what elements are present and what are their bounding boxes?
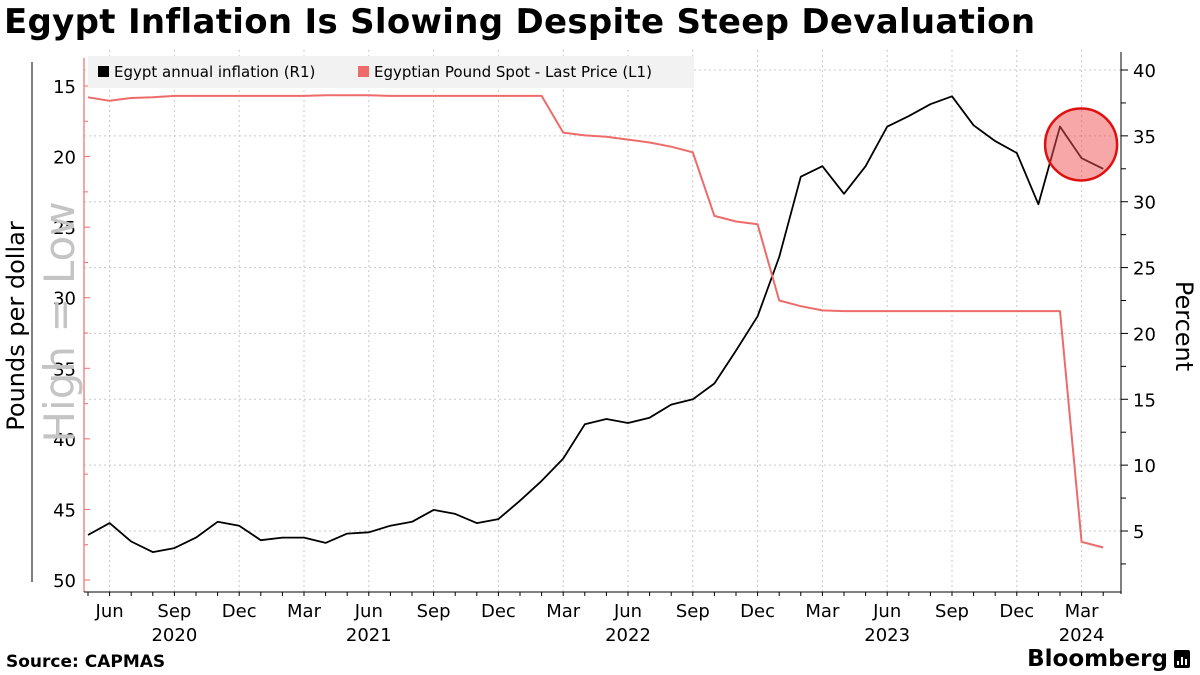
legend-label-1: Egyptian Pound Spot - Last Price (L1) [374, 63, 652, 81]
x-tick-label-11: Mar [805, 601, 840, 622]
x-tick-label-4: Jun [354, 601, 383, 622]
right-tick-label-1: 10 [1133, 456, 1156, 477]
left-tick-label-1: 20 [53, 148, 76, 169]
x-tick-label-7: Mar [546, 601, 581, 622]
left-tick-label-7: 50 [53, 571, 76, 592]
legend-swatch-0 [98, 66, 109, 77]
right-tick-label-2: 15 [1133, 390, 1156, 411]
legend-swatch-1 [358, 66, 369, 77]
x-tick-label-9: Sep [676, 601, 710, 622]
source-note: Source: CAPMAS [6, 652, 166, 672]
grid-lines [84, 50, 1121, 592]
chart-title: Egypt Inflation Is Slowing Despite Steep… [4, 2, 1036, 42]
x-tick-label-1: Sep [157, 601, 191, 622]
x-tick-label-0: Jun [95, 601, 124, 622]
series-layer [87, 94, 1104, 553]
year-label-4: 2024 [1059, 625, 1105, 646]
x-tick-label-13: Sep [935, 601, 969, 622]
terminal-icon [1174, 650, 1190, 668]
x-tick-label-2: Dec [222, 601, 257, 622]
right-tick-label-0: 5 [1133, 522, 1144, 543]
axes [31, 52, 1128, 596]
annotations: High = Low [35, 107, 1119, 443]
right-tick-label-6: 35 [1133, 127, 1156, 148]
brand-name: Bloomberg [1027, 646, 1168, 672]
x-tick-label-12: Jun [872, 601, 901, 622]
inflation-line [87, 95, 1104, 553]
bloomberg-logo: Bloomberg [1027, 646, 1190, 672]
legend-label-0: Egypt annual inflation (R1) [114, 63, 315, 81]
x-tick-label-10: Dec [740, 601, 775, 622]
year-label-0: 2020 [151, 625, 197, 646]
pound-spot-line [87, 94, 1104, 549]
x-tick-label-5: Sep [417, 601, 451, 622]
high-low-watermark: High = Low [35, 201, 84, 442]
highlight-circle [1043, 107, 1119, 182]
year-label-2: 2022 [605, 625, 651, 646]
x-tick-label-6: Dec [481, 601, 516, 622]
x-tick-label-15: Mar [1065, 601, 1100, 622]
year-label-3: 2023 [864, 625, 910, 646]
right-tick-label-3: 20 [1133, 324, 1156, 345]
x-tick-label-3: Mar [287, 601, 322, 622]
left-tick-label-5: 40 [53, 430, 76, 451]
x-tick-label-14: Dec [999, 601, 1034, 622]
right-tick-label-4: 25 [1133, 259, 1156, 280]
left-tick-label-0: 15 [53, 77, 76, 98]
tick-labels: 15 20 25 30 35 40 45 50 5 10 15 20 25 30 35 40 Jun Sep Dec… [2, 61, 1198, 646]
legend: Egypt annual inflation (R1) Egyptian Poun… [88, 56, 694, 88]
right-axis-title: Percent [1170, 281, 1198, 371]
left-axis-title: Pounds per dollar [2, 221, 30, 431]
year-label-1: 2021 [346, 625, 392, 646]
x-tick-label-8: Jun [613, 601, 642, 622]
left-tick-label-3: 30 [53, 289, 76, 310]
left-tick-label-2: 25 [53, 218, 76, 239]
left-tick-label-6: 45 [53, 500, 76, 521]
right-tick-label-7: 40 [1133, 61, 1156, 82]
left-tick-label-4: 35 [53, 359, 76, 380]
legend-box [88, 56, 694, 88]
right-tick-label-5: 30 [1133, 193, 1156, 214]
